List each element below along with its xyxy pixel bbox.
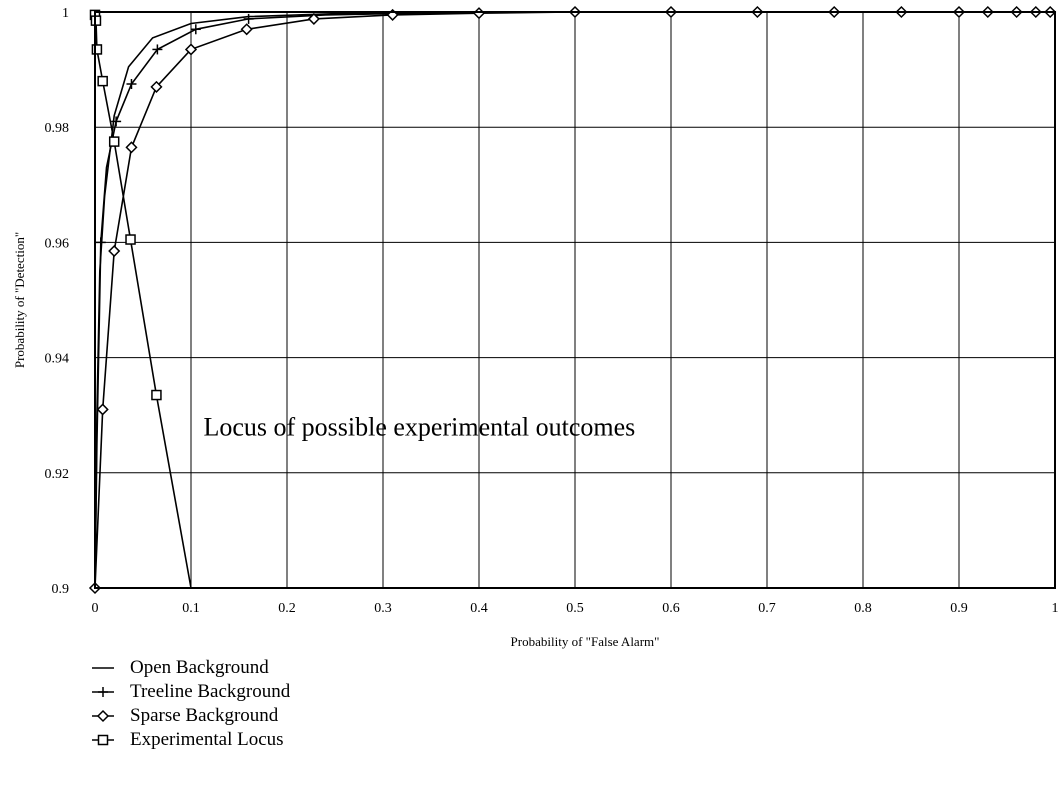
x-tick-label: 0 bbox=[92, 601, 99, 616]
roc-chart: 0 0.1 0.2 0.3 0.4 0.5 0.6 0.7 0.8 0.9 1 0.9 0.92 0.94… bbox=[12, 5, 1059, 649]
data-point-plus bbox=[95, 237, 106, 248]
y-tick-label: 0.98 bbox=[45, 121, 70, 136]
line-icon bbox=[92, 667, 114, 669]
series-layer bbox=[88, 5, 1057, 595]
series-line bbox=[94, 11, 1051, 589]
data-point-plus bbox=[152, 44, 163, 55]
x-tick-label: 0.1 bbox=[182, 601, 200, 616]
x-tick-label: 0.9 bbox=[950, 601, 968, 616]
legend-label: Sparse Background bbox=[130, 705, 279, 726]
data-point-square bbox=[91, 44, 103, 55]
x-tick-label: 0.8 bbox=[854, 601, 872, 616]
data-point-square bbox=[125, 234, 136, 245]
legend: Open Background Treeline Background Spar… bbox=[86, 656, 290, 752]
x-tick-label: 1 bbox=[1052, 601, 1059, 616]
data-point-plus bbox=[126, 79, 137, 89]
data-point-diamond bbox=[125, 141, 138, 154]
y-tick-label: 0.94 bbox=[45, 352, 70, 367]
legend-label: Experimental Locus bbox=[130, 729, 284, 750]
legend-label: Open Background bbox=[130, 657, 269, 678]
data-point-plus bbox=[190, 24, 201, 35]
legend-item-experimental-locus: Experimental Locus bbox=[86, 728, 290, 752]
plot-frame bbox=[94, 11, 1056, 589]
data-point-diamond bbox=[240, 23, 253, 36]
data-point-plus bbox=[111, 116, 122, 127]
y-axis-title: Probability of "Detection" bbox=[12, 232, 27, 368]
data-point-square bbox=[97, 75, 108, 87]
diamond-marker-icon bbox=[92, 709, 114, 723]
tick-labels: 0 0.1 0.2 0.3 0.4 0.5 0.6 0.7 0.8 0.9 1 0.9 0.92 0.94… bbox=[45, 6, 1059, 616]
legend-item-open-background: Open Background bbox=[86, 656, 290, 680]
x-tick-label: 0.7 bbox=[758, 601, 776, 616]
x-tick-label: 0.2 bbox=[278, 601, 296, 616]
y-tick-label: 0.9 bbox=[52, 582, 70, 597]
plus-marker-icon bbox=[92, 687, 114, 697]
x-tick-label: 0.5 bbox=[566, 601, 584, 616]
grid bbox=[94, 11, 1056, 589]
data-point-diamond bbox=[108, 244, 121, 258]
data-point-diamond bbox=[472, 7, 486, 20]
data-point-diamond bbox=[150, 80, 163, 93]
series-line bbox=[94, 14, 192, 589]
x-tick-label: 0.3 bbox=[374, 601, 392, 616]
x-tick-label: 0.6 bbox=[662, 601, 680, 616]
square-marker-icon bbox=[92, 734, 114, 746]
data-point-diamond bbox=[307, 12, 320, 25]
y-tick-label: 1 bbox=[62, 6, 69, 21]
chart-annotation: Locus of possible experimental outcomes bbox=[203, 412, 635, 441]
data-point-diamond bbox=[96, 403, 109, 416]
x-tick-label: 0.4 bbox=[470, 601, 488, 616]
data-point-diamond bbox=[184, 43, 198, 56]
series-sparse-background bbox=[88, 5, 1057, 595]
y-tick-label: 0.96 bbox=[45, 236, 70, 251]
legend-item-treeline-background: Treeline Background bbox=[86, 680, 290, 704]
x-axis-title: Probability of "False Alarm" bbox=[511, 634, 660, 649]
legend-label: Treeline Background bbox=[130, 681, 291, 702]
data-point-square bbox=[108, 136, 120, 147]
data-point-square bbox=[151, 389, 162, 401]
data-point-plus bbox=[243, 13, 254, 24]
series-experimental-locus bbox=[89, 9, 192, 589]
legend-item-sparse-background: Sparse Background bbox=[86, 704, 290, 728]
y-tick-label: 0.92 bbox=[45, 467, 70, 482]
